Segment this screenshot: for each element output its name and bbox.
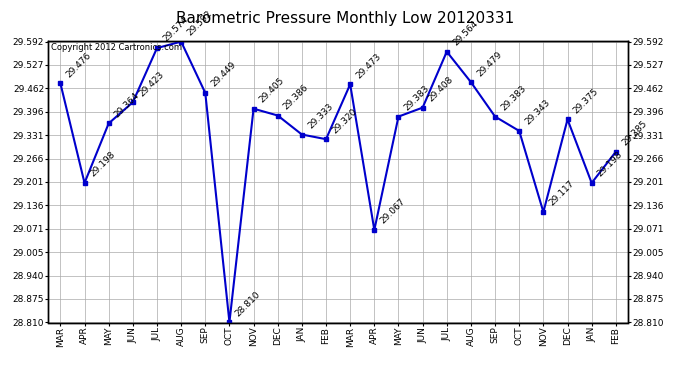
- Text: Copyright 2012 Cartronics.com: Copyright 2012 Cartronics.com: [51, 43, 182, 52]
- Text: 29.383: 29.383: [500, 84, 528, 112]
- Text: 29.364: 29.364: [113, 91, 141, 119]
- Text: 29.405: 29.405: [258, 76, 286, 105]
- Text: 29.574: 29.574: [161, 15, 190, 44]
- Text: 29.479: 29.479: [475, 50, 504, 78]
- Text: 29.473: 29.473: [355, 52, 383, 80]
- Text: 29.333: 29.333: [306, 102, 335, 130]
- Text: 29.117: 29.117: [548, 179, 576, 208]
- Text: 28.810: 28.810: [234, 290, 262, 318]
- Text: 29.343: 29.343: [524, 98, 552, 127]
- Text: 29.067: 29.067: [379, 197, 407, 226]
- Text: 29.423: 29.423: [137, 70, 166, 98]
- Text: 29.383: 29.383: [403, 84, 431, 112]
- Text: 29.320: 29.320: [331, 106, 359, 135]
- Text: 29.285: 29.285: [620, 119, 649, 148]
- Text: 29.386: 29.386: [282, 83, 310, 111]
- Text: 29.408: 29.408: [427, 75, 455, 104]
- Text: 29.592: 29.592: [186, 9, 214, 38]
- Text: 29.198: 29.198: [89, 150, 117, 179]
- Text: 29.476: 29.476: [65, 51, 93, 79]
- Text: 29.375: 29.375: [572, 87, 600, 115]
- Text: 29.198: 29.198: [596, 150, 624, 179]
- Text: 29.449: 29.449: [210, 60, 238, 89]
- Text: Barometric Pressure Monthly Low 20120331: Barometric Pressure Monthly Low 20120331: [176, 11, 514, 26]
- Text: 29.564: 29.564: [451, 19, 480, 48]
